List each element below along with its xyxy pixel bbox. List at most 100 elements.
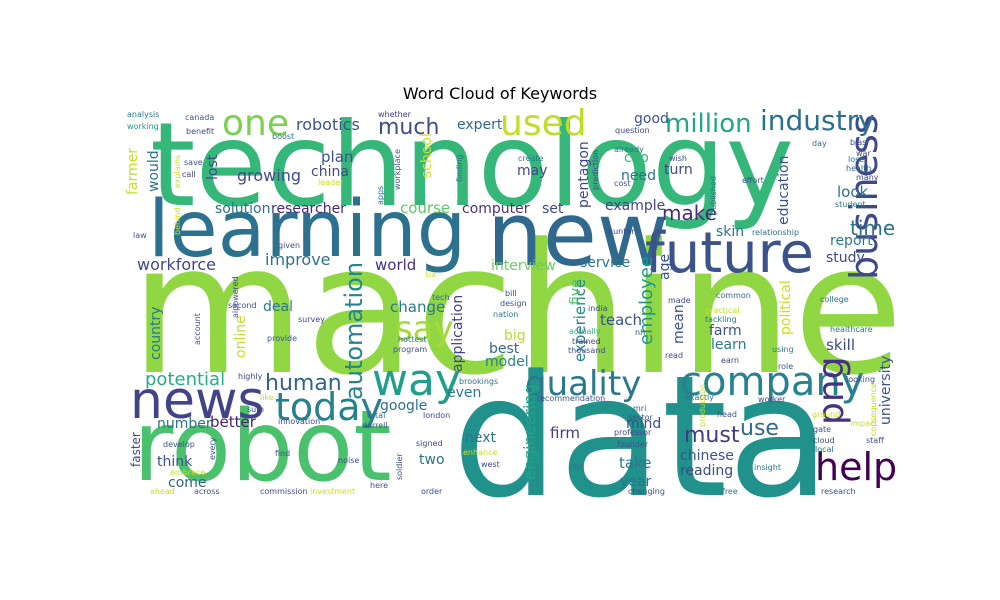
- word-report: report: [830, 233, 873, 249]
- word-gate: gate: [813, 425, 831, 434]
- word-chinese: chinese: [680, 448, 734, 464]
- word-life: life: [570, 463, 582, 472]
- word-ahead: ahead: [150, 487, 175, 496]
- word-today: today: [275, 385, 383, 429]
- word-wish: wish: [669, 154, 687, 163]
- word-founder: founder: [617, 440, 649, 449]
- word-working: working: [127, 122, 159, 131]
- word-role: role: [778, 362, 793, 371]
- word-workplace: workplace: [393, 149, 402, 190]
- word-course: course: [400, 199, 450, 217]
- word-skill: skill: [826, 336, 855, 354]
- word-study: study: [826, 250, 865, 266]
- word-best: best: [489, 341, 520, 357]
- word-like: like: [260, 393, 274, 402]
- word-good: good: [634, 111, 669, 127]
- word-help: help: [815, 445, 897, 489]
- word-free: free: [722, 487, 738, 496]
- word-online: online: [233, 315, 249, 358]
- word-set: set: [542, 201, 564, 217]
- word-mind: mind: [626, 416, 661, 432]
- word-explains: explains: [173, 155, 182, 188]
- word-year: year: [620, 474, 651, 490]
- word-here: here: [370, 481, 388, 490]
- word-cloud: cloud: [813, 436, 835, 445]
- word-analysis: analysis: [127, 110, 159, 119]
- word-even: even: [447, 385, 481, 401]
- word-aipowered: aipowered: [231, 276, 240, 318]
- word-company: company: [680, 359, 864, 405]
- word-relationship: relationship: [752, 228, 799, 237]
- word-day: day: [812, 139, 827, 148]
- word-nh: nh: [635, 328, 645, 337]
- word-mean: mean: [671, 304, 687, 344]
- word-farm: farm: [709, 323, 742, 339]
- word-insight: insight: [754, 463, 781, 472]
- word-india: india: [588, 304, 608, 313]
- word-leader: leader: [318, 178, 344, 187]
- word-expert: expert: [457, 117, 503, 133]
- word-future: future: [645, 221, 814, 286]
- word-read: read: [665, 351, 683, 360]
- word-way: way: [372, 355, 461, 406]
- word-save: save: [184, 158, 203, 167]
- word-soldier: soldier: [395, 452, 404, 480]
- word-application: application: [450, 295, 466, 372]
- word-million: million: [665, 109, 752, 139]
- word-innovation: innovation: [278, 417, 320, 426]
- word-must: must: [684, 423, 740, 448]
- word-already: already: [614, 145, 644, 154]
- word-researcher: researcher: [271, 201, 346, 217]
- word-much: much: [378, 115, 439, 140]
- word-account: account: [193, 313, 202, 345]
- word-school: school: [419, 133, 435, 178]
- word-college: college: [820, 295, 849, 304]
- word-deal: deal: [263, 299, 293, 315]
- word-education: education: [776, 156, 792, 225]
- word-effort: effort: [742, 176, 764, 185]
- word-interview: interview: [491, 258, 556, 274]
- word-healthcare: healthcare: [830, 325, 873, 334]
- word-model: model: [485, 354, 529, 370]
- word-earn: earn: [721, 356, 739, 365]
- word-make: make: [662, 201, 717, 225]
- word-brookings: brookings: [459, 377, 498, 386]
- word-develop: develop: [163, 440, 195, 449]
- word-teach: teach: [600, 311, 642, 329]
- word-come: come: [168, 475, 207, 491]
- word-behind: behind: [173, 208, 182, 235]
- word-industry: industry: [760, 104, 875, 137]
- word-improve: improve: [265, 250, 331, 269]
- word-political: political: [778, 280, 794, 335]
- word-png: png: [811, 356, 852, 425]
- word-look: look: [837, 183, 869, 201]
- word-time: time: [850, 216, 895, 240]
- word-skin: skin: [716, 224, 744, 240]
- word-lose: lose: [848, 155, 864, 164]
- word-recommendation: recommendation: [537, 394, 605, 403]
- word-local: local: [815, 445, 834, 454]
- word-bill: bill: [505, 289, 517, 298]
- word-may: may: [517, 163, 548, 179]
- word-ground: ground: [812, 410, 840, 419]
- word-number: number: [157, 416, 212, 432]
- word-change: change: [390, 298, 445, 316]
- word-head: head: [717, 410, 737, 419]
- word-next: next: [465, 430, 497, 446]
- word-published: published: [709, 176, 718, 215]
- word-practical: practical: [705, 306, 740, 315]
- word-every: every: [208, 437, 217, 460]
- word-nation: nation: [493, 310, 518, 319]
- word-bias: bias: [850, 138, 866, 147]
- word-take: take: [619, 454, 651, 472]
- word-google: google: [380, 398, 427, 414]
- word-country: country: [148, 306, 164, 360]
- word-war: war: [856, 149, 871, 158]
- word-worker: worker: [758, 395, 786, 404]
- word-sector: sector: [628, 413, 654, 422]
- word-hunter: hunter: [608, 227, 635, 236]
- word-automation: automation: [340, 262, 368, 400]
- word-thousand: thousand: [568, 346, 605, 355]
- word-across: across: [194, 487, 220, 496]
